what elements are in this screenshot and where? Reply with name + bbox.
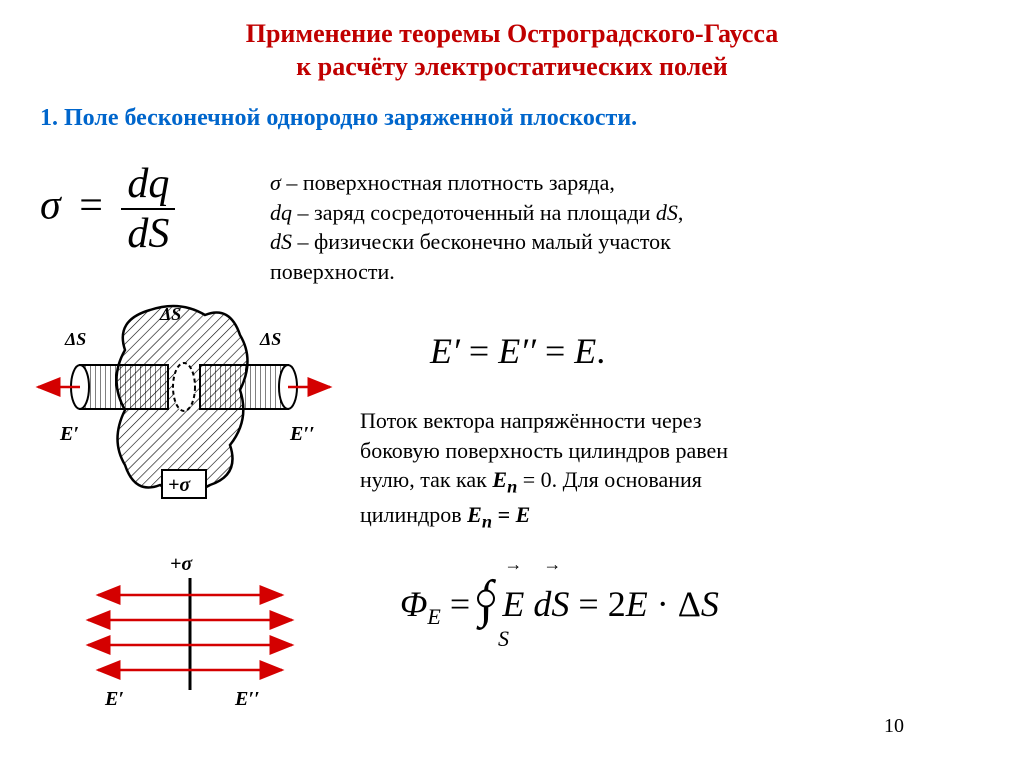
d1-Edprime: E′′ bbox=[289, 423, 315, 445]
d1-dS-mid: ΔS bbox=[159, 304, 181, 324]
diagram-cylinder: ΔS ΔS ΔS E′ E′′ +σ bbox=[30, 290, 340, 520]
para-l4b-sub: n bbox=[482, 511, 492, 531]
eq2-p2: E′′ bbox=[498, 331, 536, 371]
para-l4b: E bbox=[467, 502, 482, 527]
para-l1: Поток вектора напряжённости через bbox=[360, 406, 980, 436]
flux-S: S bbox=[701, 584, 719, 624]
eq2-p0: E′ bbox=[430, 331, 460, 371]
def-line4: поверхности. bbox=[270, 257, 970, 287]
definitions-block: σ – поверхностная плотность заряда, dq –… bbox=[270, 168, 970, 287]
def1-text: – поверхностная плотность заряда, bbox=[281, 170, 615, 195]
equation-flux: ΦE = ∫ → E → dS = 2E · ΔS S bbox=[400, 570, 719, 630]
def-line2: dq – заряд сосредоточенный на площади dS… bbox=[270, 198, 970, 228]
para-l4: цилиндров En = E bbox=[360, 500, 980, 534]
def-line3: dS – физически бесконечно малый участок bbox=[270, 227, 970, 257]
formula-sigma: σ = dq dS bbox=[40, 160, 175, 258]
title-line1: Применение теоремы Остроградского-Гаусса bbox=[246, 19, 779, 48]
flux-eq2: = 2 bbox=[578, 584, 625, 624]
def2-comma: , bbox=[678, 200, 684, 225]
slide-title: Применение теоремы Остроградского-Гаусса… bbox=[40, 18, 984, 83]
eq2-p3: = bbox=[536, 331, 574, 371]
d1-dS-left: ΔS bbox=[64, 329, 86, 349]
diagram-cylinder-svg: ΔS ΔS ΔS E′ E′′ +σ bbox=[30, 290, 340, 520]
flux-Phi-sub: E bbox=[427, 604, 440, 629]
d2-Eprime: E′ bbox=[104, 688, 124, 710]
para-l4c: = bbox=[492, 502, 516, 527]
page-number: 10 bbox=[884, 715, 904, 738]
para-l3c: = 0. Для основания bbox=[517, 467, 702, 492]
flux-paragraph: Поток вектора напряжённости через бокову… bbox=[360, 406, 980, 534]
flux-Delta: Δ bbox=[678, 584, 701, 624]
def2-text: – заряд сосредоточенный на площади bbox=[292, 200, 656, 225]
flux-Evec: E bbox=[502, 584, 524, 624]
d1-Eprime: E′ bbox=[59, 423, 79, 445]
sigma-num: dq bbox=[121, 160, 175, 210]
eq2-p1: = bbox=[460, 331, 498, 371]
sigma-lhs: σ bbox=[40, 183, 61, 229]
flux-eq1: = bbox=[450, 584, 479, 624]
sigma-fraction: dq dS bbox=[121, 160, 175, 258]
eq2-p5: . bbox=[596, 331, 605, 371]
eq2-p4: E bbox=[574, 331, 596, 371]
para-l3: нулю, так как En = 0. Для основания bbox=[360, 465, 980, 499]
def3-sym: dS bbox=[270, 229, 292, 254]
flux-E2: E bbox=[626, 584, 648, 624]
sigma-eq: = bbox=[79, 183, 103, 229]
d2-Edprime: E′′ bbox=[234, 688, 260, 710]
def-line1: σ – поверхностная плотность заряда, bbox=[270, 168, 970, 198]
def2-sym: dq bbox=[270, 200, 292, 225]
section-heading: 1. Поле бесконечной однородно заряженной… bbox=[40, 105, 984, 132]
d1-sigma: +σ bbox=[168, 474, 191, 496]
para-l4d: E bbox=[516, 502, 531, 527]
para-l3b-sub: n bbox=[507, 477, 517, 497]
para-l2: боковую поверхность цилиндров равен bbox=[360, 436, 980, 466]
sigma-den: dS bbox=[121, 210, 175, 258]
diagram-field-lines: +σ E′ E′′ bbox=[70, 550, 320, 710]
flux-dot: · bbox=[648, 584, 678, 624]
para-l3a: нулю, так как bbox=[360, 467, 492, 492]
diagram-field-svg: +σ E′ E′′ bbox=[70, 550, 320, 710]
para-l3b: E bbox=[492, 467, 507, 492]
flux-Phi: Φ bbox=[400, 584, 427, 624]
def3-text: – физически бесконечно малый участок bbox=[292, 229, 671, 254]
equation-E-equal: E′ = E′′ = E. bbox=[430, 330, 605, 372]
flux-dS: dS bbox=[533, 584, 569, 624]
title-line2: к расчёту электростатических полей bbox=[296, 52, 728, 81]
oint-icon: ∫ bbox=[479, 570, 493, 629]
def2-tail: dS bbox=[656, 200, 678, 225]
d2-sigma: +σ bbox=[170, 553, 193, 575]
d1-dS-right: ΔS bbox=[259, 329, 281, 349]
def1-sym: σ bbox=[270, 170, 281, 195]
flux-limit: S bbox=[498, 626, 509, 652]
para-l4a: цилиндров bbox=[360, 502, 467, 527]
